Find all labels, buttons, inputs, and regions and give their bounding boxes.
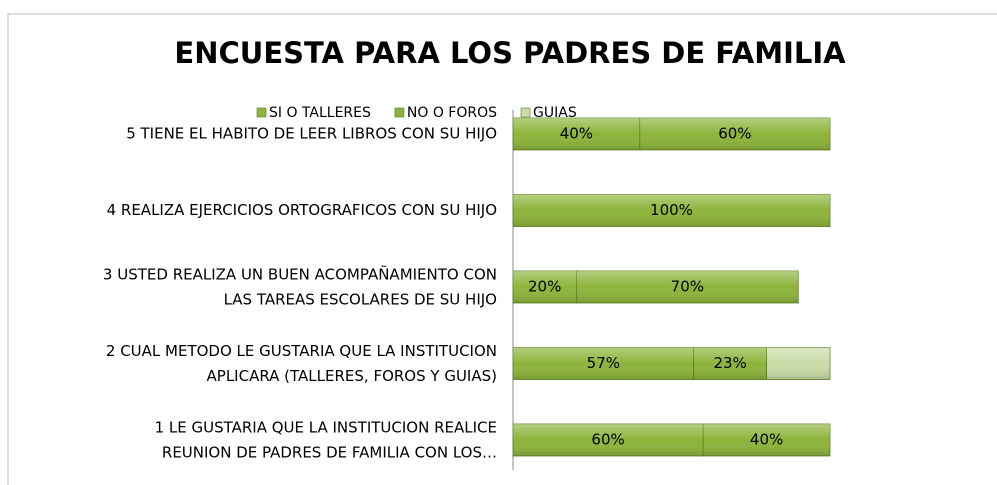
bar-shade [766,347,830,380]
bar-shade [639,118,830,150]
category-label: 5 TIENE EL HABITO DE LEER LIBROS CON SU … [126,125,497,143]
legend-swatch [394,107,405,118]
legend-label: SI O TALLERES [269,105,371,121]
bar-shade [703,424,830,456]
category-label-line: 3 USTED REALIZA UN BUEN ACOMPAÑAMIENTO C… [103,264,497,283]
value-label: 70% [671,278,704,296]
chart-title: ENCUESTA PARA LOS PADRES DE FAMILIA [174,36,846,70]
legend-swatch [256,107,267,118]
chart-frame [7,13,997,485]
value-label: 40% [750,431,783,449]
value-label: 20% [528,278,561,296]
category-label-line: LAS TAREAS ESCOLARES DE SU HIJO [224,290,497,308]
category-label: 1 LE GUSTARIA QUE LA INSTITUCION REALICE… [155,418,497,461]
bar-shade [693,347,767,380]
value-label: 100% [650,201,693,219]
value-label: 57% [587,354,620,372]
value-label: 60% [718,125,751,143]
legend-label: NO O FOROS [407,105,497,121]
value-label: 60% [591,431,624,449]
bar-shade [513,347,694,380]
category-label-line: REUNION DE PADRES DE FAMILIA CON LOS… [162,443,497,461]
category-label: 2 CUAL METODO LE GUSTARIA QUE LA INSTITU… [106,342,497,385]
category-label-line: APLICARA (TALLERES, FOROS Y GUIAS) [207,367,497,385]
bar-shade [513,424,704,456]
category-label-line: 1 LE GUSTARIA QUE LA INSTITUCION REALICE [155,418,497,436]
category-label: 4 REALIZA EJERCICIOS ORTOGRAFICOS CON SU… [107,201,497,219]
bar-shade [513,194,830,227]
legend-label: GUIAS [533,105,577,121]
legend-swatch [520,107,531,118]
value-label: 23% [713,354,746,372]
bar-shade [513,118,640,150]
bar-shade [513,271,577,303]
value-label: 40% [560,125,593,143]
category-label-line: 2 CUAL METODO LE GUSTARIA QUE LA INSTITU… [106,342,497,360]
category-label: 3 USTED REALIZA UN BUEN ACOMPAÑAMIENTO C… [103,264,497,308]
bar-shade [576,271,799,303]
